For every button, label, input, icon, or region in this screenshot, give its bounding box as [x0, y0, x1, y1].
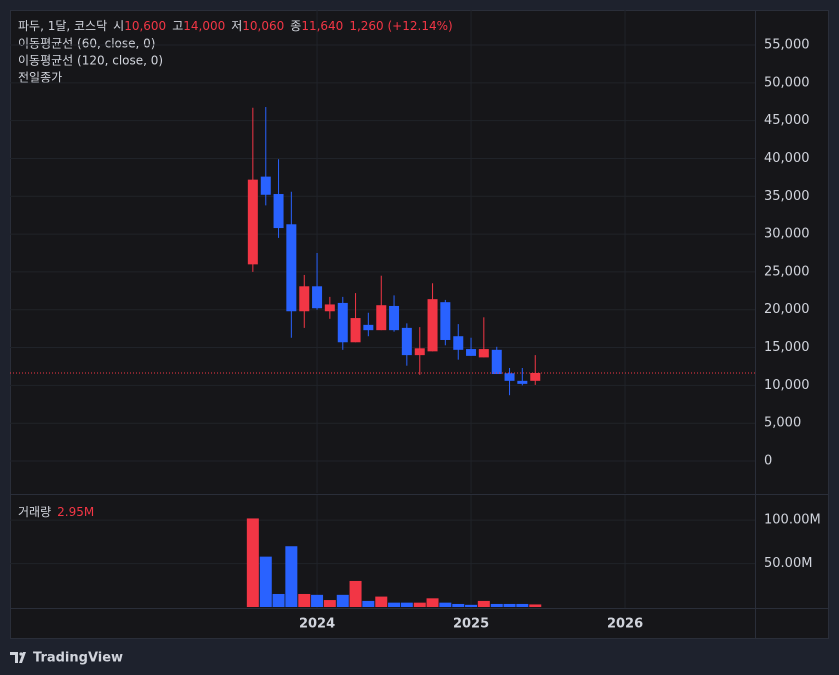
- y-tick-label: 50,000: [764, 75, 810, 90]
- volume-bar: [311, 594, 324, 607]
- volume-bar: [259, 556, 272, 607]
- volume-bar: [452, 603, 465, 607]
- y-tick-label: 100.00M: [764, 513, 821, 528]
- candle-body: [491, 349, 502, 375]
- logo[interactable]: TradingView: [10, 651, 123, 666]
- volume-bar: [439, 602, 452, 607]
- y-tick-label: 50.00M: [764, 556, 812, 571]
- volume-bar: [490, 603, 503, 607]
- y-tick-label: 0: [764, 454, 772, 469]
- volume-bar: [336, 594, 349, 607]
- candle-body: [273, 194, 284, 229]
- legend-value: 10,060: [242, 19, 284, 33]
- legend-value: 14,000: [183, 19, 225, 33]
- volume-bar: [529, 604, 542, 607]
- logo-icon-dot: [19, 652, 23, 656]
- volume-bar: [349, 580, 362, 607]
- candle-body: [299, 286, 310, 312]
- legend-label: 시: [113, 19, 124, 33]
- candle-body: [466, 349, 477, 356]
- volume-bar: [413, 602, 426, 607]
- indicator[interactable]: 이동평균선 (120, close, 0): [18, 54, 163, 68]
- y-tick-label: 25,000: [764, 264, 810, 279]
- y-tick-label: 30,000: [764, 227, 810, 242]
- volume-title: 거래량: [18, 505, 51, 519]
- candle-body: [414, 348, 425, 356]
- legend-label: 저: [231, 19, 242, 33]
- volume-bar: [298, 593, 311, 607]
- volume-legend: 거래량 2.95M: [18, 505, 94, 519]
- y-tick-label: 55,000: [764, 38, 810, 53]
- volume-bar: [503, 603, 516, 607]
- volume-bar: [246, 518, 259, 607]
- volume-bar: [465, 604, 478, 607]
- candle-body: [363, 324, 374, 331]
- y-tick-label: 10,000: [764, 378, 810, 393]
- candle-body: [247, 179, 258, 265]
- x-tick-label: 2026: [607, 617, 643, 632]
- legend-change: 1,260 (+12.14%): [349, 19, 452, 33]
- y-tick-label: 35,000: [764, 189, 810, 204]
- y-tick-label: 20,000: [764, 302, 810, 317]
- logo-icon: [10, 652, 26, 663]
- candle-body: [376, 305, 387, 331]
- volume-bar: [400, 602, 413, 607]
- candle-body: [260, 176, 271, 195]
- candle-body: [401, 327, 412, 356]
- x-tick-label: 2024: [299, 617, 335, 632]
- legend-line: 파두, 1달, 코스닥 시10,600 고14,000 저10,060 종11,640 1…: [18, 19, 453, 33]
- y-tick-label: 15,000: [764, 340, 810, 355]
- x-tick-label: 2025: [453, 617, 489, 632]
- legend-label: 종: [290, 19, 301, 33]
- volume-bar: [516, 603, 529, 607]
- candle-body: [530, 372, 541, 381]
- y-tick-label: 45,000: [764, 113, 810, 128]
- indicator[interactable]: 전일종가: [18, 71, 62, 85]
- candle-body: [478, 349, 489, 358]
- candle-body: [286, 224, 297, 312]
- legend-value: 10,600: [124, 19, 166, 33]
- chart-frame: [10, 10, 829, 639]
- legend-value: 11,640: [301, 19, 343, 33]
- volume-bar: [477, 600, 490, 607]
- legend-label: 고: [172, 19, 183, 33]
- volume-bar: [362, 600, 375, 607]
- candle-body: [504, 373, 515, 381]
- candle-body: [324, 304, 335, 312]
- candle-body: [312, 286, 323, 309]
- indicator[interactable]: 이동평균선 (60, close, 0): [18, 37, 155, 51]
- candle-body: [517, 380, 528, 384]
- candle-body: [337, 302, 348, 343]
- y-tick-label: 5,000: [764, 416, 801, 431]
- volume-bar: [375, 596, 388, 607]
- candle-body: [389, 305, 400, 331]
- volume-bar: [426, 598, 439, 607]
- symbol-title: 파두, 1달, 코스닥: [18, 19, 107, 33]
- y-tick-label: 40,000: [764, 151, 810, 166]
- logo-text: TradingView: [33, 651, 123, 666]
- volume-bar: [285, 546, 298, 607]
- candle-body: [427, 299, 438, 352]
- volume-bar: [323, 600, 336, 607]
- volume-bar: [272, 593, 285, 607]
- candle-body: [453, 336, 464, 350]
- volume-value: 2.95M: [57, 505, 94, 519]
- candle-body: [440, 302, 451, 340]
- volume-bar: [388, 602, 401, 607]
- candle-body: [350, 318, 361, 343]
